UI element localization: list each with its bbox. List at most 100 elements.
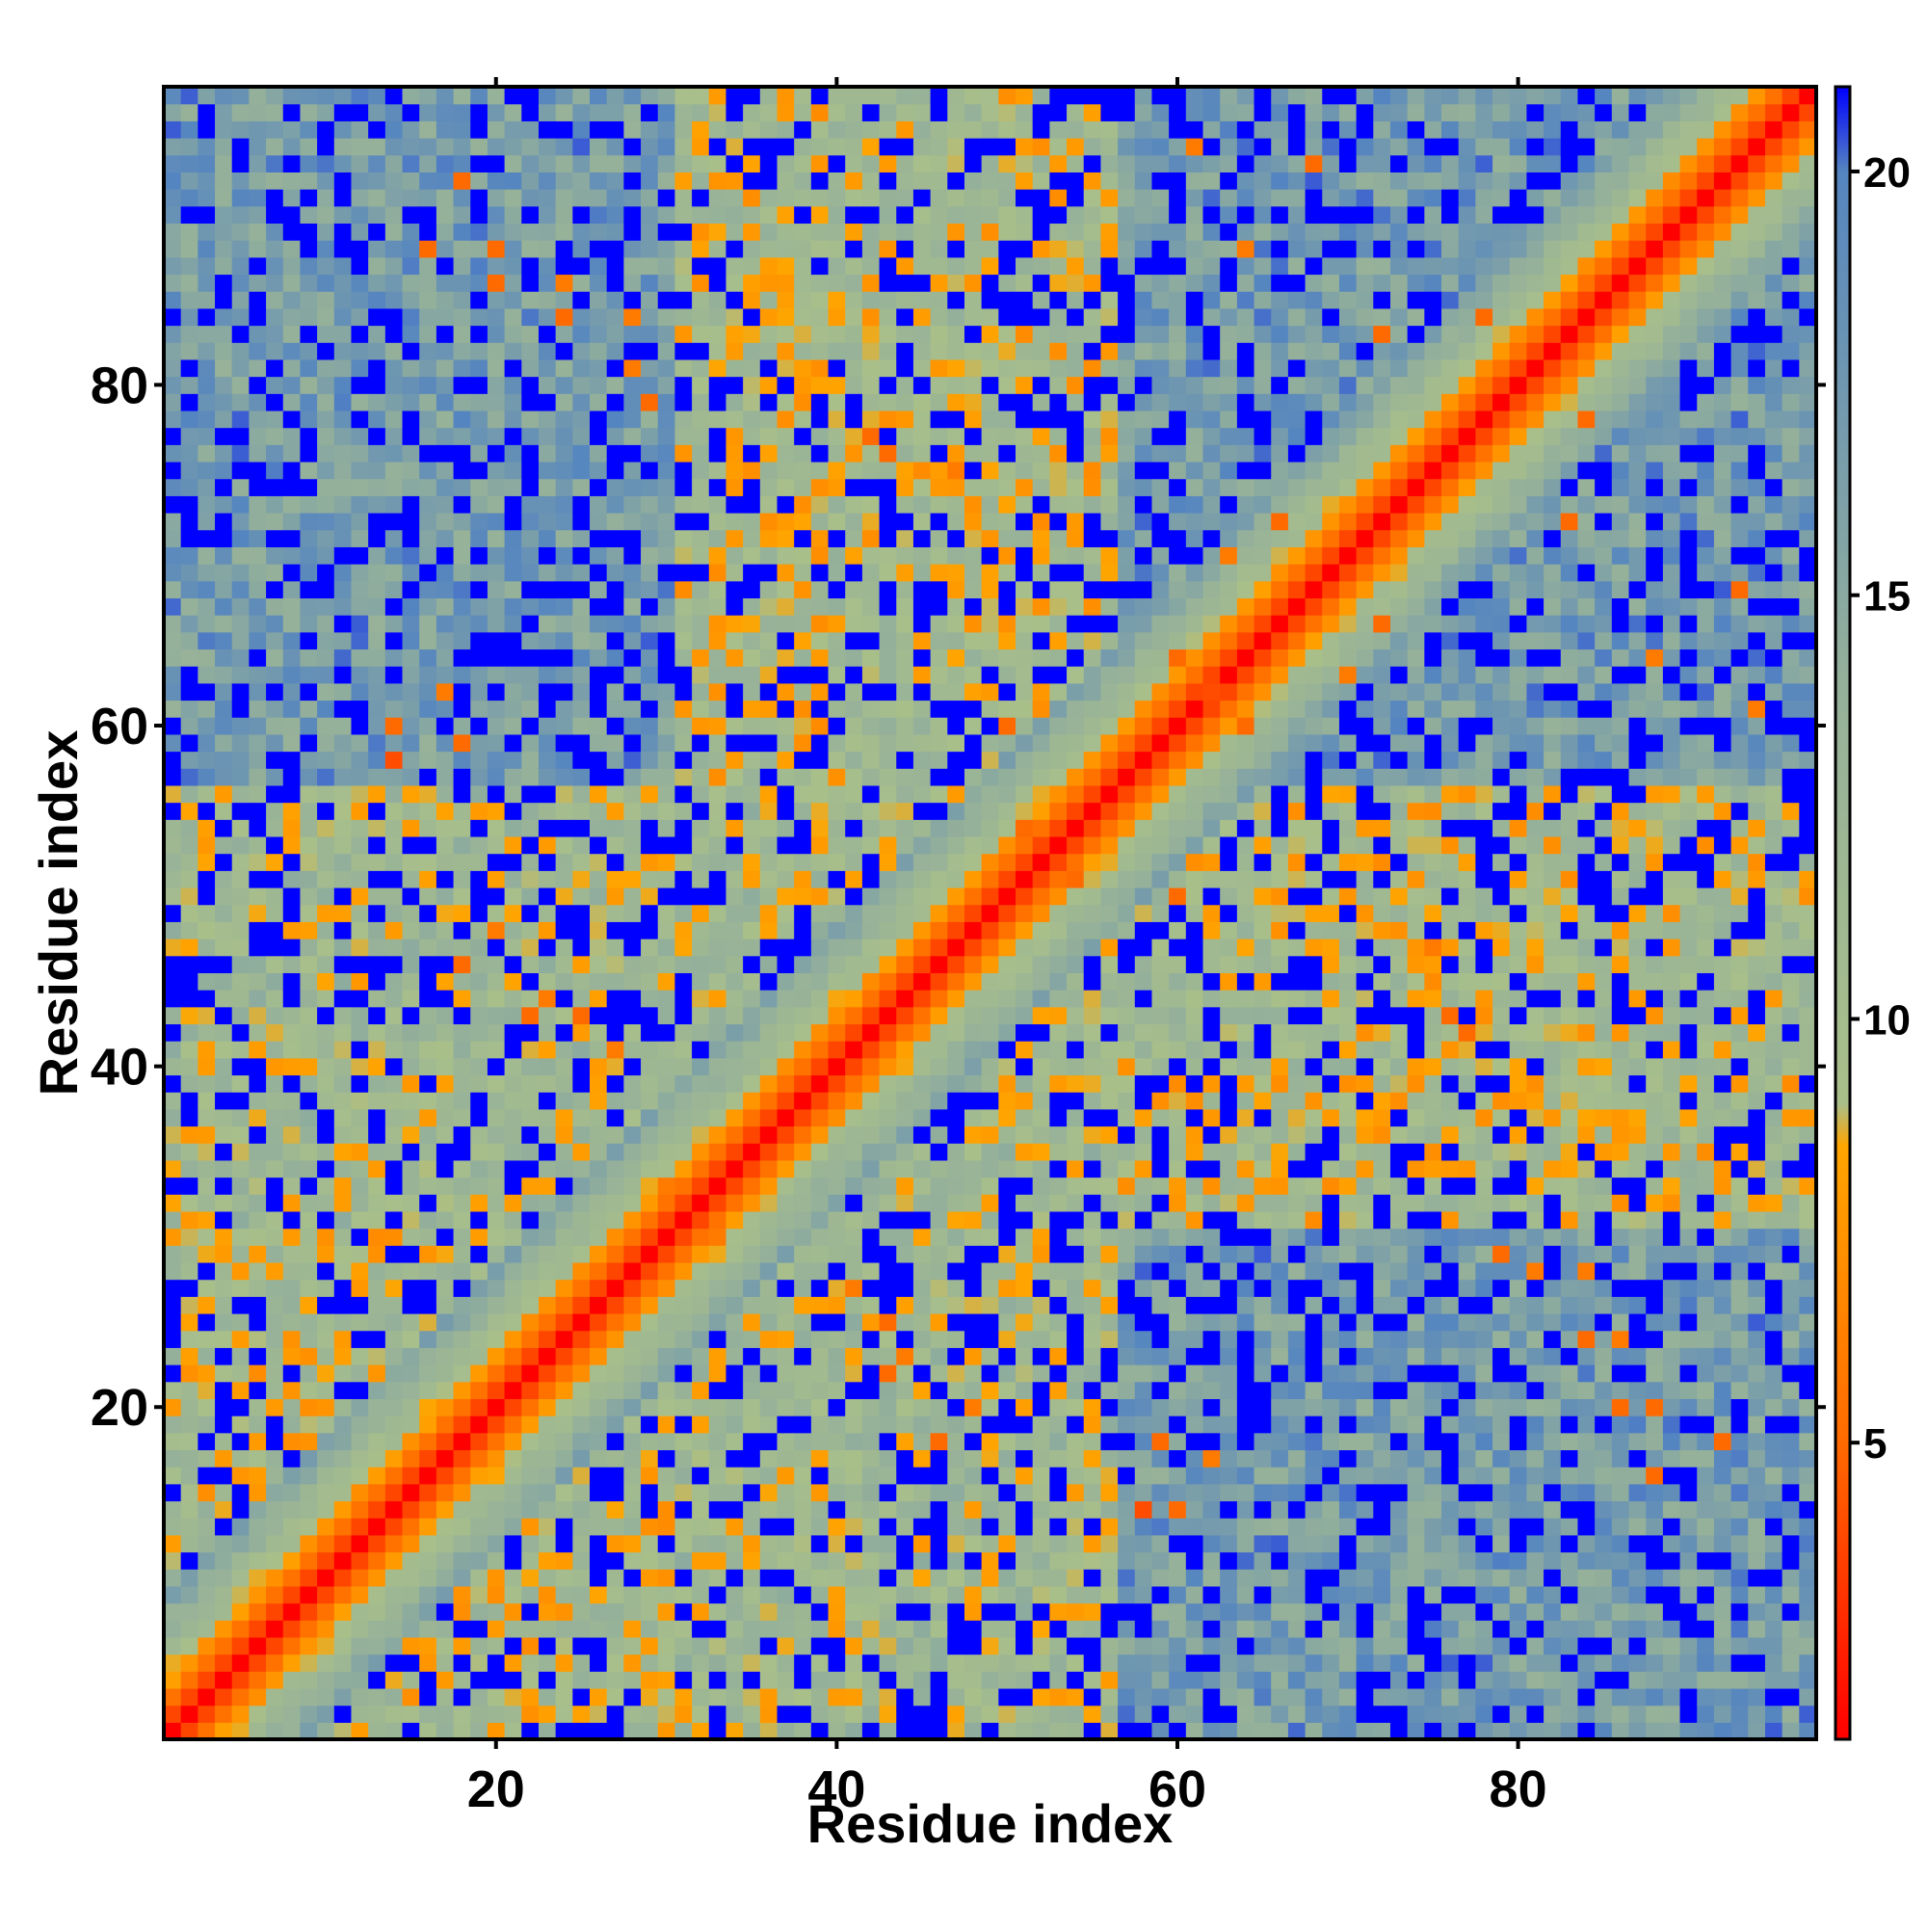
heatmap-cell	[198, 1364, 216, 1383]
heatmap-cell	[641, 1654, 659, 1672]
heatmap-cell	[198, 1500, 216, 1519]
heatmap-cell	[1032, 1449, 1050, 1468]
heatmap-cell	[777, 939, 795, 957]
heatmap-cell	[164, 1620, 182, 1638]
heatmap-cell	[521, 1416, 540, 1434]
heatmap-cell	[590, 904, 608, 922]
heatmap-cell	[810, 1551, 830, 1570]
heatmap-cell	[521, 580, 540, 599]
heatmap-cell	[810, 853, 830, 871]
heatmap-cell	[504, 495, 522, 514]
heatmap-cell	[930, 1108, 948, 1127]
heatmap-cell	[930, 955, 948, 973]
heatmap-cell	[930, 546, 948, 565]
heatmap-cell	[231, 1159, 250, 1178]
heatmap-cell	[487, 513, 506, 531]
heatmap-cell	[657, 1279, 676, 1297]
heatmap-cell	[743, 103, 761, 121]
heatmap-cell	[964, 1432, 983, 1451]
heatmap-cell	[231, 1023, 250, 1042]
heatmap-cell	[623, 564, 642, 582]
heatmap-cell	[810, 887, 830, 906]
heatmap-cell	[180, 1108, 198, 1127]
heatmap-cell	[692, 1143, 710, 1161]
heatmap-cell	[333, 444, 353, 463]
heatmap-cell	[641, 904, 659, 922]
heatmap-cell	[726, 444, 744, 463]
heatmap-cell	[164, 478, 182, 496]
heatmap-cell	[947, 120, 965, 139]
heatmap-cell	[1016, 1569, 1034, 1587]
heatmap-cell	[674, 513, 693, 531]
heatmap-cell	[300, 1296, 318, 1314]
heatmap-cell	[538, 240, 557, 258]
heatmap-cell	[282, 1671, 302, 1689]
heatmap-cell	[1016, 172, 1034, 190]
heatmap-cell	[794, 120, 812, 139]
heatmap-cell	[266, 768, 284, 786]
heatmap-cell	[351, 307, 369, 327]
heatmap-cell	[998, 564, 1016, 582]
heatmap-cell	[674, 546, 693, 565]
heatmap-cell	[810, 427, 830, 445]
heatmap-cell	[810, 682, 830, 701]
heatmap-cell	[164, 955, 182, 973]
heatmap-cell	[861, 1279, 881, 1297]
heatmap-cell	[231, 189, 250, 207]
heatmap-cell	[384, 955, 404, 973]
heatmap-cell	[470, 580, 488, 599]
heatmap-cell	[555, 1671, 573, 1689]
heatmap-cell	[981, 700, 999, 718]
heatmap-cell	[759, 87, 779, 105]
heatmap-cell	[641, 205, 659, 225]
heatmap-cell	[231, 256, 250, 276]
heatmap-cell	[896, 120, 914, 139]
heatmap-cell	[384, 1312, 404, 1332]
heatmap-cell	[606, 546, 624, 565]
heatmap-cell	[282, 1467, 302, 1485]
heatmap-cell	[300, 274, 318, 292]
heatmap-cell	[282, 495, 302, 514]
heatmap-cell	[368, 870, 386, 888]
heatmap-cell	[164, 1705, 182, 1723]
heatmap-cell	[504, 1228, 522, 1246]
heatmap-cell	[317, 1296, 335, 1314]
heatmap-cell	[572, 939, 591, 957]
heatmap-cell	[964, 1006, 983, 1025]
heatmap-cell	[453, 717, 471, 735]
heatmap-cell	[282, 1279, 302, 1297]
heatmap-cell	[896, 1585, 914, 1604]
heatmap-cell	[198, 1125, 216, 1144]
heatmap-cell	[249, 1467, 267, 1485]
heatmap-cell	[726, 733, 744, 753]
heatmap-cell	[641, 1432, 659, 1451]
heatmap-cell	[845, 87, 863, 105]
heatmap-cell	[606, 138, 624, 156]
heatmap-cell	[317, 648, 335, 667]
heatmap-cell	[282, 1210, 302, 1230]
heatmap-cell	[794, 870, 812, 888]
heatmap-cell	[708, 887, 727, 906]
heatmap-cell	[964, 120, 983, 139]
heatmap-cell	[572, 921, 591, 940]
heatmap-cell	[777, 1467, 795, 1485]
heatmap-cell	[504, 853, 522, 871]
heatmap-cell	[368, 580, 386, 599]
heatmap-cell	[453, 972, 471, 991]
heatmap-cell	[641, 358, 659, 378]
heatmap-cell	[828, 342, 846, 360]
heatmap-cell	[708, 513, 727, 531]
heatmap-cell	[538, 615, 557, 633]
heatmap-cell	[282, 1006, 302, 1025]
heatmap-cell	[164, 1364, 182, 1383]
heatmap-cell	[777, 1398, 795, 1416]
heatmap-cell	[981, 1705, 999, 1723]
heatmap-cell	[845, 682, 863, 701]
heatmap-cell	[606, 205, 624, 225]
heatmap-cell	[180, 495, 198, 514]
heatmap-cell	[845, 1432, 863, 1451]
heatmap-cell	[657, 1687, 676, 1707]
heatmap-cell	[504, 955, 522, 973]
heatmap-cell	[555, 461, 573, 480]
heatmap-cell	[810, 1347, 830, 1365]
